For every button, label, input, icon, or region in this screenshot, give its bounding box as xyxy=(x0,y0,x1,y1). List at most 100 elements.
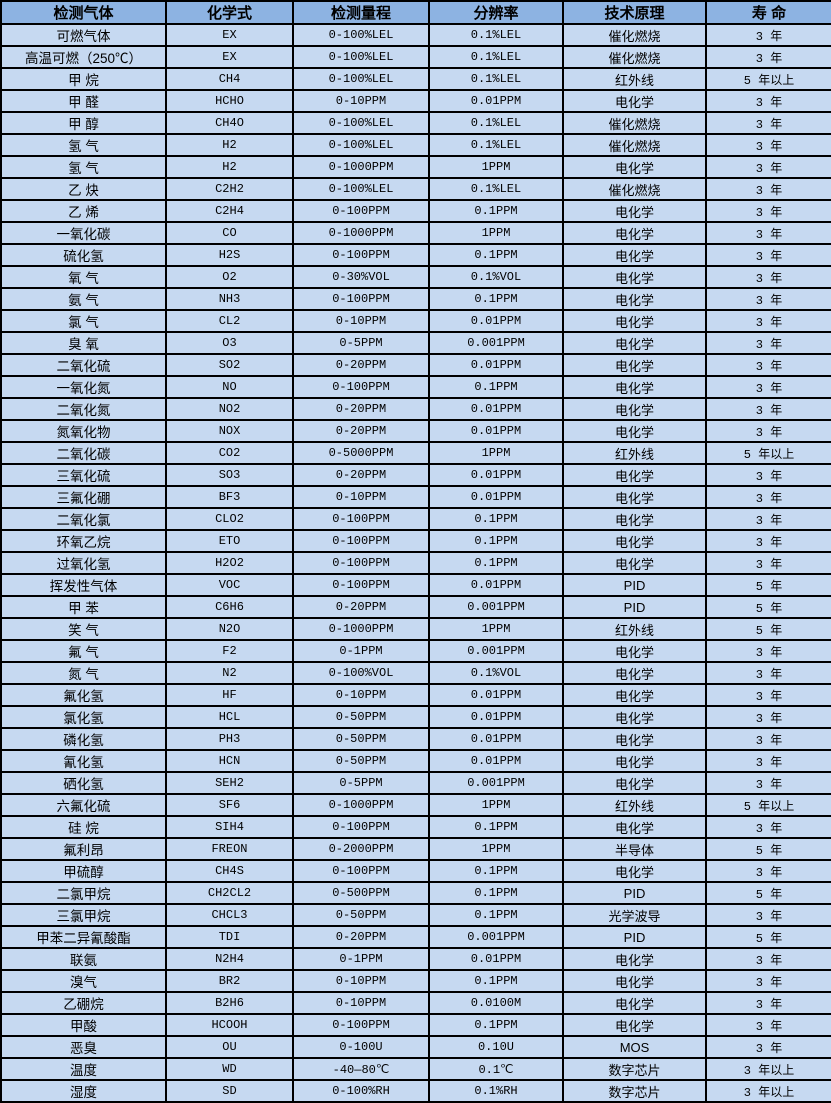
table-cell: 氟利昂 xyxy=(0,837,167,861)
table-cell: 电化学 xyxy=(562,771,707,795)
table-cell: 0.1℃ xyxy=(428,1057,564,1081)
table-cell: 3 年 xyxy=(705,243,831,267)
table-cell: HCN xyxy=(165,749,294,773)
table-cell: 5 年 xyxy=(705,573,831,597)
table-cell: 电化学 xyxy=(562,463,707,487)
table-cell: 0.1PPM xyxy=(428,551,564,575)
table-header: 检测气体 化学式 检测量程 分辨率 技术原理 寿 命 xyxy=(0,0,831,25)
table-cell: 0-100PPM xyxy=(292,573,430,597)
table-cell: 催化燃烧 xyxy=(562,111,707,135)
table-cell: 0-100%LEL xyxy=(292,45,430,69)
table-cell: 0-10PPM xyxy=(292,89,430,113)
table-row: 硫化氢 H2S 0-100PPM 0.1PPM 电化学 3 年 xyxy=(0,243,831,267)
table-cell: NH3 xyxy=(165,287,294,311)
table-row: 过氧化氢 H2O2 0-100PPM 0.1PPM 电化学 3 年 xyxy=(0,551,831,575)
table-row: 二氧化氯 CLO2 0-100PPM 0.1PPM 电化学 3 年 xyxy=(0,507,831,531)
table-cell: 3 年 xyxy=(705,199,831,223)
table-cell: 0.01PPM xyxy=(428,419,564,443)
table-cell: 0-100%LEL xyxy=(292,177,430,201)
table-cell: 半导体 xyxy=(562,837,707,861)
table-cell: 0.01PPM xyxy=(428,485,564,509)
table-cell: 0-50PPM xyxy=(292,727,430,751)
table-row: 高温可燃（250℃） EX 0-100%LEL 0.1%LEL 催化燃烧 3 年 xyxy=(0,45,831,69)
column-header-lifespan: 寿 命 xyxy=(705,0,831,25)
table-cell: 电化学 xyxy=(562,529,707,553)
table-cell: 0-2000PPM xyxy=(292,837,430,861)
column-header-formula: 化学式 xyxy=(165,0,294,25)
table-cell: 3 年 xyxy=(705,749,831,773)
table-cell: 5 年以上 xyxy=(705,67,831,91)
table-row: 一氧化碳 CO 0-1000PPM 1PPM 电化学 3 年 xyxy=(0,221,831,245)
table-cell: -40—80℃ xyxy=(292,1057,430,1081)
table-cell: 电化学 xyxy=(562,683,707,707)
table-cell: 溴气 xyxy=(0,969,167,993)
table-row: 三氯甲烷 CHCL3 0-50PPM 0.1PPM 光学波导 3 年 xyxy=(0,903,831,927)
table-cell: 0-100%LEL xyxy=(292,111,430,135)
table-cell: 0-20PPM xyxy=(292,925,430,949)
table-body: 可燃气体 EX 0-100%LEL 0.1%LEL 催化燃烧 3 年高温可燃（250℃） E… xyxy=(0,23,831,1103)
table-cell: SEH2 xyxy=(165,771,294,795)
table-cell: CO xyxy=(165,221,294,245)
table-cell: 3 年 xyxy=(705,771,831,795)
table-cell: WD xyxy=(165,1057,294,1081)
table-cell: 3 年 xyxy=(705,397,831,421)
table-cell: 0-100PPM xyxy=(292,287,430,311)
table-cell: NOX xyxy=(165,419,294,443)
table-cell: 3 年 xyxy=(705,309,831,333)
table-cell: SF6 xyxy=(165,793,294,817)
table-cell: 0-20PPM xyxy=(292,397,430,421)
table-cell: CO2 xyxy=(165,441,294,465)
table-cell: 氯 气 xyxy=(0,309,167,333)
table-cell: NO2 xyxy=(165,397,294,421)
table-cell: 电化学 xyxy=(562,353,707,377)
table-cell: 电化学 xyxy=(562,155,707,179)
table-row: 氟化氢 HF 0-10PPM 0.01PPM 电化学 3 年 xyxy=(0,683,831,707)
table-cell: 0-5PPM xyxy=(292,771,430,795)
table-cell: ETO xyxy=(165,529,294,553)
table-cell: 3 年 xyxy=(705,287,831,311)
table-cell: 0.01PPM xyxy=(428,353,564,377)
table-row: 甲 醛 HCHO 0-10PPM 0.01PPM 电化学 3 年 xyxy=(0,89,831,113)
table-cell: 0-500PPM xyxy=(292,881,430,905)
table-cell: H2 xyxy=(165,155,294,179)
table-cell: 环氧乙烷 xyxy=(0,529,167,553)
table-cell: 0-100%LEL xyxy=(292,133,430,157)
table-cell: HF xyxy=(165,683,294,707)
table-cell: 0-100PPM xyxy=(292,507,430,531)
table-cell: 乙硼烷 xyxy=(0,991,167,1015)
table-cell: OU xyxy=(165,1035,294,1059)
table-cell: 高温可燃（250℃） xyxy=(0,45,167,69)
table-cell: 3 年 xyxy=(705,969,831,993)
table-cell: 六氟化硫 xyxy=(0,793,167,817)
table-cell: 电化学 xyxy=(562,727,707,751)
table-cell: 甲硫醇 xyxy=(0,859,167,883)
table-row: 一氧化氮 NO 0-100PPM 0.1PPM 电化学 3 年 xyxy=(0,375,831,399)
table-cell: 3 年 xyxy=(705,133,831,157)
table-cell: 3 年 xyxy=(705,991,831,1015)
table-cell: 3 年 xyxy=(705,529,831,553)
table-cell: 3 年 xyxy=(705,1035,831,1059)
table-cell: F2 xyxy=(165,639,294,663)
table-cell: 3 年 xyxy=(705,353,831,377)
table-cell: 1PPM xyxy=(428,837,564,861)
table-row: 氟利昂 FREON 0-2000PPM 1PPM 半导体 5 年 xyxy=(0,837,831,861)
table-cell: 3 年 xyxy=(705,331,831,355)
table-cell: 甲 醛 xyxy=(0,89,167,113)
table-cell: 0.01PPM xyxy=(428,683,564,707)
table-cell: 0.001PPM xyxy=(428,331,564,355)
table-cell: 电化学 xyxy=(562,265,707,289)
table-row: 挥发性气体 VOC 0-100PPM 0.01PPM PID 5 年 xyxy=(0,573,831,597)
table-cell: 0-100PPM xyxy=(292,529,430,553)
table-cell: 甲苯二异氰酸酯 xyxy=(0,925,167,949)
table-cell: 0.01PPM xyxy=(428,397,564,421)
table-cell: TDI xyxy=(165,925,294,949)
table-cell: 电化学 xyxy=(562,507,707,531)
table-cell: 5 年以上 xyxy=(705,793,831,817)
table-row: 环氧乙烷 ETO 0-100PPM 0.1PPM 电化学 3 年 xyxy=(0,529,831,553)
table-cell: H2S xyxy=(165,243,294,267)
table-row: 氟 气 F2 0-1PPM 0.001PPM 电化学 3 年 xyxy=(0,639,831,663)
table-cell: 乙 烯 xyxy=(0,199,167,223)
table-cell: 1PPM xyxy=(428,441,564,465)
table-cell: 1PPM xyxy=(428,793,564,817)
table-cell: 三氧化硫 xyxy=(0,463,167,487)
